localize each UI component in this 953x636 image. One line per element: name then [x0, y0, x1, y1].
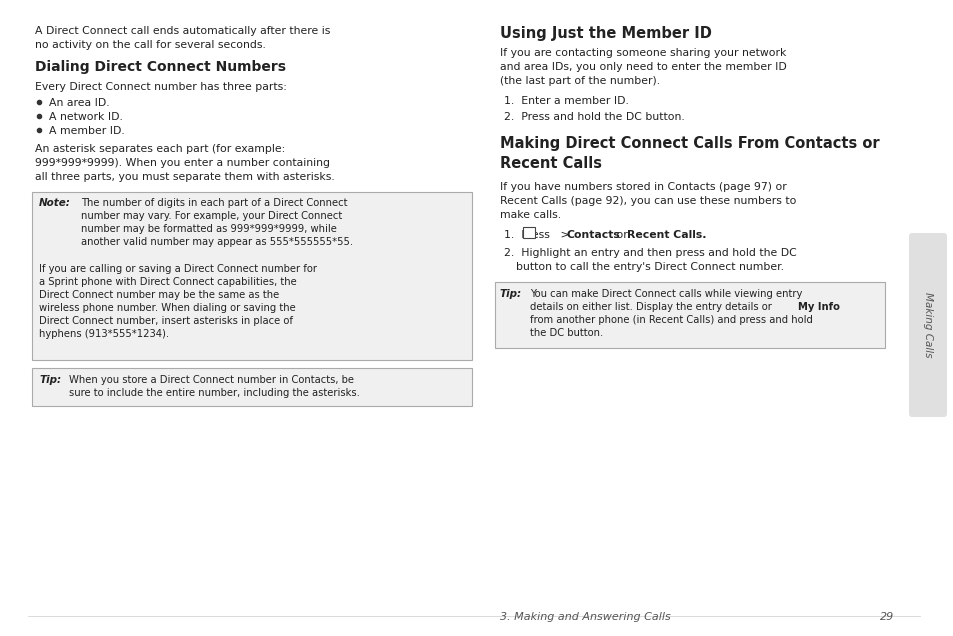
Text: or: or: [613, 230, 631, 240]
Text: 1.  Enter a member ID.: 1. Enter a member ID.: [503, 96, 628, 106]
Text: sure to include the entire number, including the asterisks.: sure to include the entire number, inclu…: [69, 388, 359, 398]
Text: If you are calling or saving a Direct Connect number for: If you are calling or saving a Direct Co…: [39, 264, 316, 274]
Text: >: >: [557, 230, 573, 240]
Text: 2.  Press and hold the DC button.: 2. Press and hold the DC button.: [503, 112, 684, 122]
Text: 29: 29: [879, 612, 893, 622]
Text: from another phone (in Recent Calls) and press and hold: from another phone (in Recent Calls) and…: [530, 315, 812, 325]
Text: When you store a Direct Connect number in Contacts, be: When you store a Direct Connect number i…: [69, 375, 354, 385]
Text: Recent Calls: Recent Calls: [499, 156, 601, 171]
Text: Recent Calls (page 92), you can use these numbers to: Recent Calls (page 92), you can use thes…: [499, 196, 796, 206]
Text: another valid number may appear as 555*555555*55.: another valid number may appear as 555*5…: [81, 237, 353, 247]
Text: and area IDs, you only need to enter the member ID: and area IDs, you only need to enter the…: [499, 62, 786, 72]
Text: Using Just the Member ID: Using Just the Member ID: [499, 26, 711, 41]
Text: An asterisk separates each part (for example:: An asterisk separates each part (for exa…: [35, 144, 285, 154]
Text: An area ID.: An area ID.: [49, 98, 110, 108]
Text: number may be formatted as 999*999*9999, while: number may be formatted as 999*999*9999,…: [81, 224, 336, 234]
Text: 1.  Press: 1. Press: [503, 230, 553, 240]
Text: The number of digits in each part of a Direct Connect: The number of digits in each part of a D…: [81, 198, 347, 208]
Text: hyphens (913*555*1234).: hyphens (913*555*1234).: [39, 329, 169, 339]
FancyBboxPatch shape: [32, 368, 472, 406]
FancyBboxPatch shape: [522, 227, 535, 238]
Text: no activity on the call for several seconds.: no activity on the call for several seco…: [35, 40, 266, 50]
Text: You can make Direct Connect calls while viewing entry: You can make Direct Connect calls while …: [530, 289, 801, 299]
Text: (the last part of the number).: (the last part of the number).: [499, 76, 659, 86]
Text: Note:: Note:: [39, 198, 71, 208]
Text: a Sprint phone with Direct Connect capabilities, the: a Sprint phone with Direct Connect capab…: [39, 277, 296, 287]
Text: Tip:: Tip:: [39, 375, 61, 385]
Text: make calls.: make calls.: [499, 210, 560, 220]
Text: number may vary. For example, your Direct Connect: number may vary. For example, your Direc…: [81, 211, 342, 221]
Text: 999*999*9999). When you enter a number containing: 999*999*9999). When you enter a number c…: [35, 158, 330, 168]
Text: A member ID.: A member ID.: [49, 126, 125, 136]
Text: wireless phone number. When dialing or saving the: wireless phone number. When dialing or s…: [39, 303, 295, 313]
Text: Every Direct Connect number has three parts:: Every Direct Connect number has three pa…: [35, 82, 287, 92]
Text: Making Calls: Making Calls: [923, 293, 932, 357]
Text: Tip:: Tip:: [499, 289, 521, 299]
Text: Direct Connect number may be the same as the: Direct Connect number may be the same as…: [39, 290, 279, 300]
Text: Recent Calls.: Recent Calls.: [626, 230, 706, 240]
Text: details on either list. Display the entry details or: details on either list. Display the entr…: [530, 302, 774, 312]
Text: button to call the entry's Direct Connect number.: button to call the entry's Direct Connec…: [516, 262, 783, 272]
Text: A Direct Connect call ends automatically after there is: A Direct Connect call ends automatically…: [35, 26, 330, 36]
Text: My Info: My Info: [797, 302, 839, 312]
FancyBboxPatch shape: [495, 282, 884, 348]
Text: Direct Connect number, insert asterisks in place of: Direct Connect number, insert asterisks …: [39, 316, 293, 326]
Text: 3. Making and Answering Calls: 3. Making and Answering Calls: [499, 612, 670, 622]
Text: If you have numbers stored in Contacts (page 97) or: If you have numbers stored in Contacts (…: [499, 182, 786, 192]
FancyBboxPatch shape: [32, 192, 472, 360]
Text: all three parts, you must separate them with asterisks.: all three parts, you must separate them …: [35, 172, 335, 182]
Text: If you are contacting someone sharing your network: If you are contacting someone sharing yo…: [499, 48, 785, 58]
Text: Contacts: Contacts: [566, 230, 620, 240]
Text: Dialing Direct Connect Numbers: Dialing Direct Connect Numbers: [35, 60, 286, 74]
Text: the DC button.: the DC button.: [530, 328, 602, 338]
Text: 2.  Highlight an entry and then press and hold the DC: 2. Highlight an entry and then press and…: [503, 248, 796, 258]
Text: A network ID.: A network ID.: [49, 112, 123, 122]
FancyBboxPatch shape: [908, 233, 946, 417]
Text: Making Direct Connect Calls From Contacts or: Making Direct Connect Calls From Contact…: [499, 136, 879, 151]
